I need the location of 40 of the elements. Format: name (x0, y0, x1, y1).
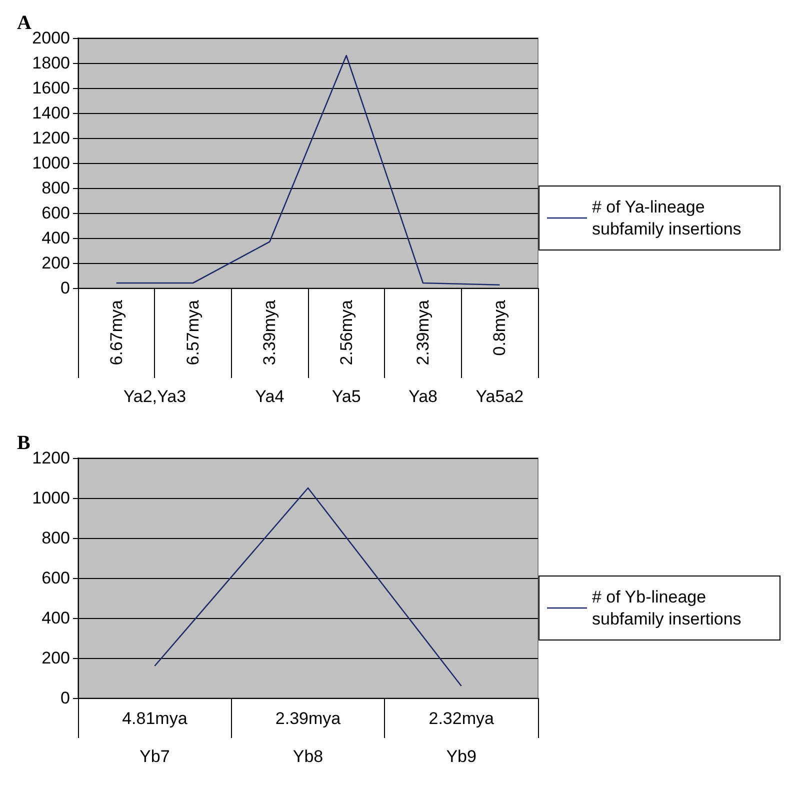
x-tick-label: 6.57mya (184, 299, 202, 366)
text: Yb9 (446, 747, 476, 766)
y-tick-label: 1600 (32, 78, 70, 98)
text: Ya5 (332, 387, 361, 406)
y-tick-label: 1000 (32, 488, 70, 508)
x-tick-label: 2.39mya (414, 299, 432, 366)
x-tick-label: 2.39mya (275, 709, 342, 728)
y-tick-label: 400 (42, 228, 70, 248)
x-tick-label: 0.8mya (490, 299, 510, 356)
text: Yb8 (292, 747, 324, 766)
text: Ya5a2 (476, 387, 524, 406)
y-tick-label: 1000 (32, 154, 70, 172)
text: Ya4 (255, 387, 284, 406)
y-tick-label: 200 (42, 648, 70, 668)
y-tick-label: 1400 (32, 104, 70, 122)
y-tick-label: 600 (42, 204, 70, 222)
text: Yb7 (140, 747, 170, 766)
y-tick-label: 2000 (32, 28, 70, 48)
x-tick-label: 6.67mya (106, 299, 126, 366)
text: Ya8 (408, 387, 438, 406)
x-tick-label: 3.39mya (260, 299, 280, 366)
y-tick-label: 1800 (32, 54, 70, 72)
y-tick-label: 400 (42, 608, 70, 628)
y-tick-label: 800 (42, 528, 70, 548)
y-tick-label: 800 (42, 178, 70, 198)
y-tick-label: 0 (60, 278, 70, 298)
x-tick-label: 2.32mya (428, 709, 494, 728)
legend-label: # of Yb-lineage subfamily insertions (592, 588, 742, 628)
legend-label: # of Ya-lineage subfamily insertions (592, 198, 742, 238)
x-tick-label: 2.56mya (336, 299, 356, 366)
y-tick-label: 200 (42, 254, 70, 272)
y-tick-label: 0 (60, 688, 70, 708)
x-tick-label: 4.81mya (122, 709, 188, 728)
chart-title: A (17, 12, 32, 34)
y-tick-label: 1200 (32, 448, 70, 468)
text: Ya2,Ya3 (123, 387, 186, 406)
line-series (116, 54, 500, 286)
chart-title: B (17, 432, 30, 454)
y-tick-label: 600 (42, 568, 70, 588)
y-tick-label: 1200 (32, 128, 70, 148)
